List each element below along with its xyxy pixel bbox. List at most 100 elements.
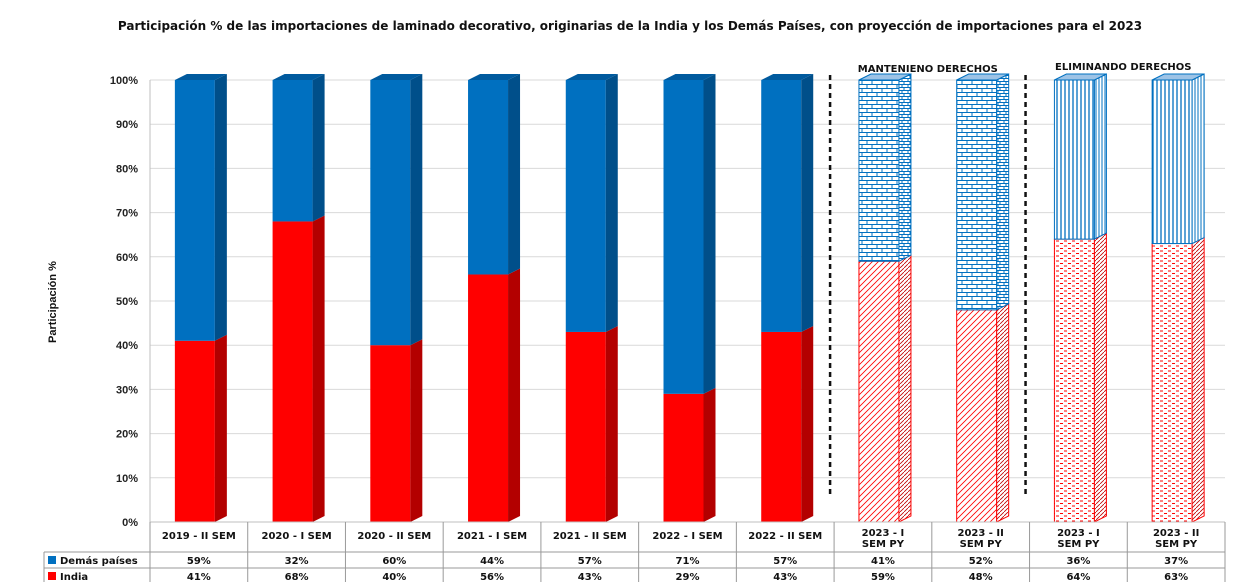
bar-india-side xyxy=(703,387,716,522)
legend-label: Demás países xyxy=(60,555,138,567)
data-label: 43% xyxy=(773,572,797,582)
data-label: 44% xyxy=(480,556,504,567)
data-label: 59% xyxy=(187,556,211,567)
bar-india xyxy=(174,340,215,522)
bar-demas xyxy=(272,80,313,222)
bar-top xyxy=(1151,73,1205,81)
bar-india-side xyxy=(312,215,325,522)
x-tick-label: 2023 - I SEM PY xyxy=(1057,528,1100,550)
bar-demas xyxy=(663,80,704,394)
bar-demas-side xyxy=(410,74,423,346)
data-label: 63% xyxy=(1164,572,1188,582)
data-label: 48% xyxy=(969,572,993,582)
scenario-annotation: ELIMINANDO DERECHOS xyxy=(1055,62,1191,73)
data-label: 68% xyxy=(285,572,309,582)
bar-top xyxy=(956,73,1009,81)
bar-demas-side xyxy=(898,73,912,263)
data-label: 37% xyxy=(1164,556,1188,567)
data-label: 41% xyxy=(871,556,895,567)
y-tick-label: 30% xyxy=(116,384,138,396)
bar-top xyxy=(1054,73,1107,81)
data-label: 29% xyxy=(676,572,700,582)
data-label: 64% xyxy=(1066,572,1090,582)
bar-demas xyxy=(370,80,411,346)
bar-india xyxy=(956,309,998,523)
bar-india xyxy=(858,260,900,523)
bar-demas-side xyxy=(508,74,521,275)
y-tick-label: 100% xyxy=(110,75,138,87)
bar-india-side xyxy=(1093,232,1107,523)
y-tick-label: 90% xyxy=(116,119,138,131)
bar-india-side xyxy=(1191,236,1205,523)
bar-demas-side xyxy=(605,74,618,332)
x-tick-label: 2022 - II SEM xyxy=(748,531,822,542)
x-tick-label: 2021 - II SEM xyxy=(553,531,627,542)
bar-demas xyxy=(761,80,802,332)
bar-india xyxy=(468,274,509,522)
y-tick-label: 40% xyxy=(116,340,138,352)
bar-india-side xyxy=(996,303,1010,523)
bar-demas xyxy=(565,80,606,332)
data-label: 43% xyxy=(578,572,602,582)
chart-title: Participación % de las importaciones de … xyxy=(117,19,1143,33)
bar-india-side xyxy=(605,325,618,522)
x-tick-label: 2019 - II SEM xyxy=(162,531,236,542)
bar-top xyxy=(272,74,325,80)
bar-top xyxy=(761,74,814,80)
legend-label: India xyxy=(60,572,88,582)
data-label: 71% xyxy=(676,556,700,567)
data-label: 57% xyxy=(773,556,797,567)
bar-top xyxy=(370,74,423,80)
bar-top xyxy=(858,73,912,81)
bar-demas xyxy=(468,80,509,275)
bar-india-side xyxy=(214,334,227,522)
bar-india-side xyxy=(898,254,912,523)
data-label: 36% xyxy=(1066,556,1090,567)
bar-india-side xyxy=(508,268,521,522)
bar-india xyxy=(565,331,606,522)
bar-india xyxy=(663,393,704,522)
x-tick-label: 2020 - I SEM xyxy=(262,531,332,542)
bar-demas-side xyxy=(1191,73,1205,245)
y-tick-label: 20% xyxy=(116,429,138,441)
bar-demas-side xyxy=(703,74,716,394)
x-tick-label: 2023 - II SEM PY xyxy=(957,528,1003,550)
bar-india xyxy=(761,331,802,522)
bar-demas xyxy=(858,79,900,262)
bar-india xyxy=(370,345,411,522)
data-label: 60% xyxy=(382,556,406,567)
data-label: 56% xyxy=(480,572,504,582)
y-tick-label: 70% xyxy=(116,208,138,220)
bar-india xyxy=(1151,243,1193,523)
legend-key xyxy=(48,556,56,564)
bar-india xyxy=(1053,238,1095,523)
y-tick-label: 10% xyxy=(116,473,138,485)
bar-top xyxy=(663,74,716,80)
x-tick-label: 2023 - II SEM PY xyxy=(1153,528,1199,550)
y-axis-label: Participación % xyxy=(47,261,59,343)
x-tick-label: 2021 - I SEM xyxy=(457,531,527,542)
x-tick-label: 2022 - I SEM xyxy=(652,531,722,542)
y-tick-label: 50% xyxy=(116,296,138,308)
bar-top xyxy=(468,74,521,80)
bar-demas-side xyxy=(214,74,227,341)
bar-demas-side xyxy=(996,73,1010,311)
bar-top xyxy=(174,74,227,80)
x-tick-label: 2020 - II SEM xyxy=(357,531,431,542)
data-label: 32% xyxy=(285,556,309,567)
data-label: 57% xyxy=(578,556,602,567)
bar-demas xyxy=(174,80,215,341)
bar-top xyxy=(565,74,618,80)
y-tick-label: 60% xyxy=(116,252,138,264)
scenario-annotation: MANTENIENO DERECHOS xyxy=(858,64,998,75)
y-tick-label: 80% xyxy=(116,163,138,175)
bar-india-side xyxy=(801,325,814,522)
y-tick-label: 0% xyxy=(122,517,138,529)
bar-demas xyxy=(956,79,998,311)
data-label: 41% xyxy=(187,572,211,582)
x-tick-label: 2023 - I SEM PY xyxy=(862,528,905,550)
bar-demas-side xyxy=(1093,73,1107,240)
data-label: 52% xyxy=(969,556,993,567)
bar-india-side xyxy=(410,339,423,522)
